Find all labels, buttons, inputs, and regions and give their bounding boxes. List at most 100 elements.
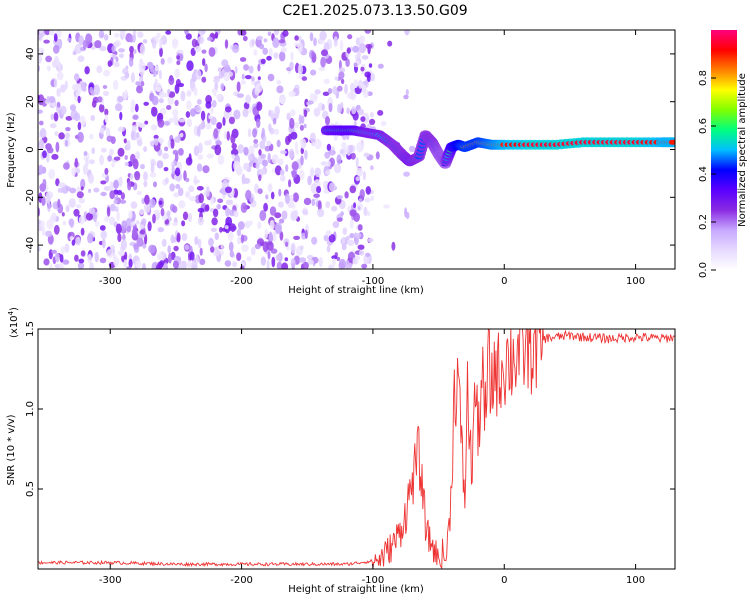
heatmap-cell <box>280 150 287 155</box>
heatmap-cell <box>153 181 157 188</box>
heatmap-cell <box>226 131 230 141</box>
heatmap-cell <box>267 251 271 260</box>
snr-plot <box>38 329 675 569</box>
heatmap-cell <box>53 44 60 54</box>
heatmap-cell <box>367 237 374 243</box>
heatmap-cell <box>97 96 103 103</box>
heatmap-cell <box>158 200 163 206</box>
heatmap-cell <box>304 149 308 160</box>
heatmap-cell <box>253 49 258 56</box>
heatmap-cell <box>364 71 372 78</box>
heatmap-cell <box>322 181 326 187</box>
heatmap-cell <box>174 152 179 162</box>
heatmap-cell <box>236 81 241 92</box>
heatmap-cell <box>126 140 131 150</box>
heatmap-cell <box>213 78 220 83</box>
snr-ytick-label: 0.5 <box>25 481 36 497</box>
heatmap-cell <box>163 262 168 269</box>
heatmap-cell <box>340 211 344 216</box>
heatmap-cell <box>155 82 162 93</box>
heatmap-cell <box>78 35 84 46</box>
heatmap-cell <box>339 148 344 155</box>
heatmap-cell <box>358 43 367 54</box>
heatmap-cell <box>132 114 139 120</box>
heatmap-cell <box>151 95 159 106</box>
heatmap-cell <box>136 132 140 139</box>
heatmap-cell <box>44 30 51 36</box>
heatmap-cell <box>51 153 59 160</box>
heatmap-cell <box>314 138 322 150</box>
heatmap-cell <box>290 51 294 62</box>
heatmap-cell <box>111 162 115 168</box>
heatmap-cell <box>40 220 45 228</box>
heatmap-ytick-label: 0 <box>25 146 36 152</box>
heatmap-cell <box>332 85 338 95</box>
heatmap-ylabel: Frequency (Hz) <box>6 112 17 188</box>
heatmap-ytick-label: -20 <box>25 189 36 205</box>
heatmap-cell <box>316 186 322 194</box>
heatmap-cell <box>104 114 109 123</box>
heatmap-cell <box>100 191 107 197</box>
heatmap-cell <box>211 217 218 226</box>
heatmap-cell <box>103 90 109 97</box>
heatmap-cell <box>74 254 79 262</box>
heatmap-cell <box>56 88 61 97</box>
heatmap-cell <box>163 120 171 126</box>
heatmap-cell <box>221 59 229 67</box>
heatmap-cell <box>347 34 353 40</box>
heatmap-cell <box>67 37 72 42</box>
heatmap-cell <box>109 181 114 192</box>
heatmap-cell <box>217 67 222 73</box>
heatmap-cell <box>268 47 273 59</box>
heatmap-cell <box>231 44 240 54</box>
heatmap-cell <box>190 108 196 117</box>
heatmap-cell <box>240 234 245 244</box>
heatmap-cell <box>405 89 409 96</box>
heatmap-cell <box>77 55 85 62</box>
heatmap-cell <box>324 151 331 159</box>
heatmap-cell <box>170 138 175 149</box>
heatmap-cell <box>128 258 133 268</box>
heatmap-cell <box>90 115 95 121</box>
heatmap-cell <box>204 63 208 73</box>
snr-xtick-label: 100 <box>626 575 645 586</box>
heatmap-cell <box>205 94 213 104</box>
heatmap-cell <box>294 122 300 129</box>
heatmap-cell <box>65 186 72 191</box>
heatmap-xtick-label: -100 <box>362 276 385 287</box>
heatmap-cell <box>245 94 252 104</box>
heatmap-cell <box>168 252 172 264</box>
heatmap-cell <box>300 245 304 251</box>
heatmap-cell <box>309 93 315 101</box>
heatmap-cell <box>198 193 204 204</box>
heatmap-cell <box>348 262 353 269</box>
heatmap-cell <box>357 244 365 250</box>
heatmap-cell <box>77 131 84 143</box>
heatmap-cell <box>136 190 142 196</box>
heatmap-cell <box>38 219 41 225</box>
heatmap-cell <box>80 227 85 236</box>
heatmap-cell <box>160 208 165 217</box>
heatmap-cell <box>272 168 276 174</box>
heatmap-cell <box>357 50 361 60</box>
heatmap-cell <box>197 36 204 45</box>
heatmap-cell <box>98 103 105 113</box>
heatmap-cell <box>277 158 284 166</box>
heatmap-cell <box>266 259 270 269</box>
heatmap-cell <box>94 251 99 263</box>
heatmap-cell <box>85 33 93 45</box>
heatmap-cell <box>240 80 246 85</box>
heatmap-cell <box>74 73 80 82</box>
heatmap-cell <box>313 107 321 117</box>
heatmap-cell <box>87 233 94 244</box>
heatmap-cell <box>161 238 167 247</box>
heatmap-cell <box>241 73 245 80</box>
heatmap-cell <box>117 233 122 243</box>
heatmap-cell <box>57 187 64 193</box>
heatmap-cell <box>77 121 82 131</box>
heatmap-cell <box>178 148 184 156</box>
heatmap-cell <box>106 249 114 258</box>
heatmap-cell <box>217 154 225 165</box>
heatmap-cell <box>204 204 210 212</box>
heatmap-cell <box>197 238 202 249</box>
